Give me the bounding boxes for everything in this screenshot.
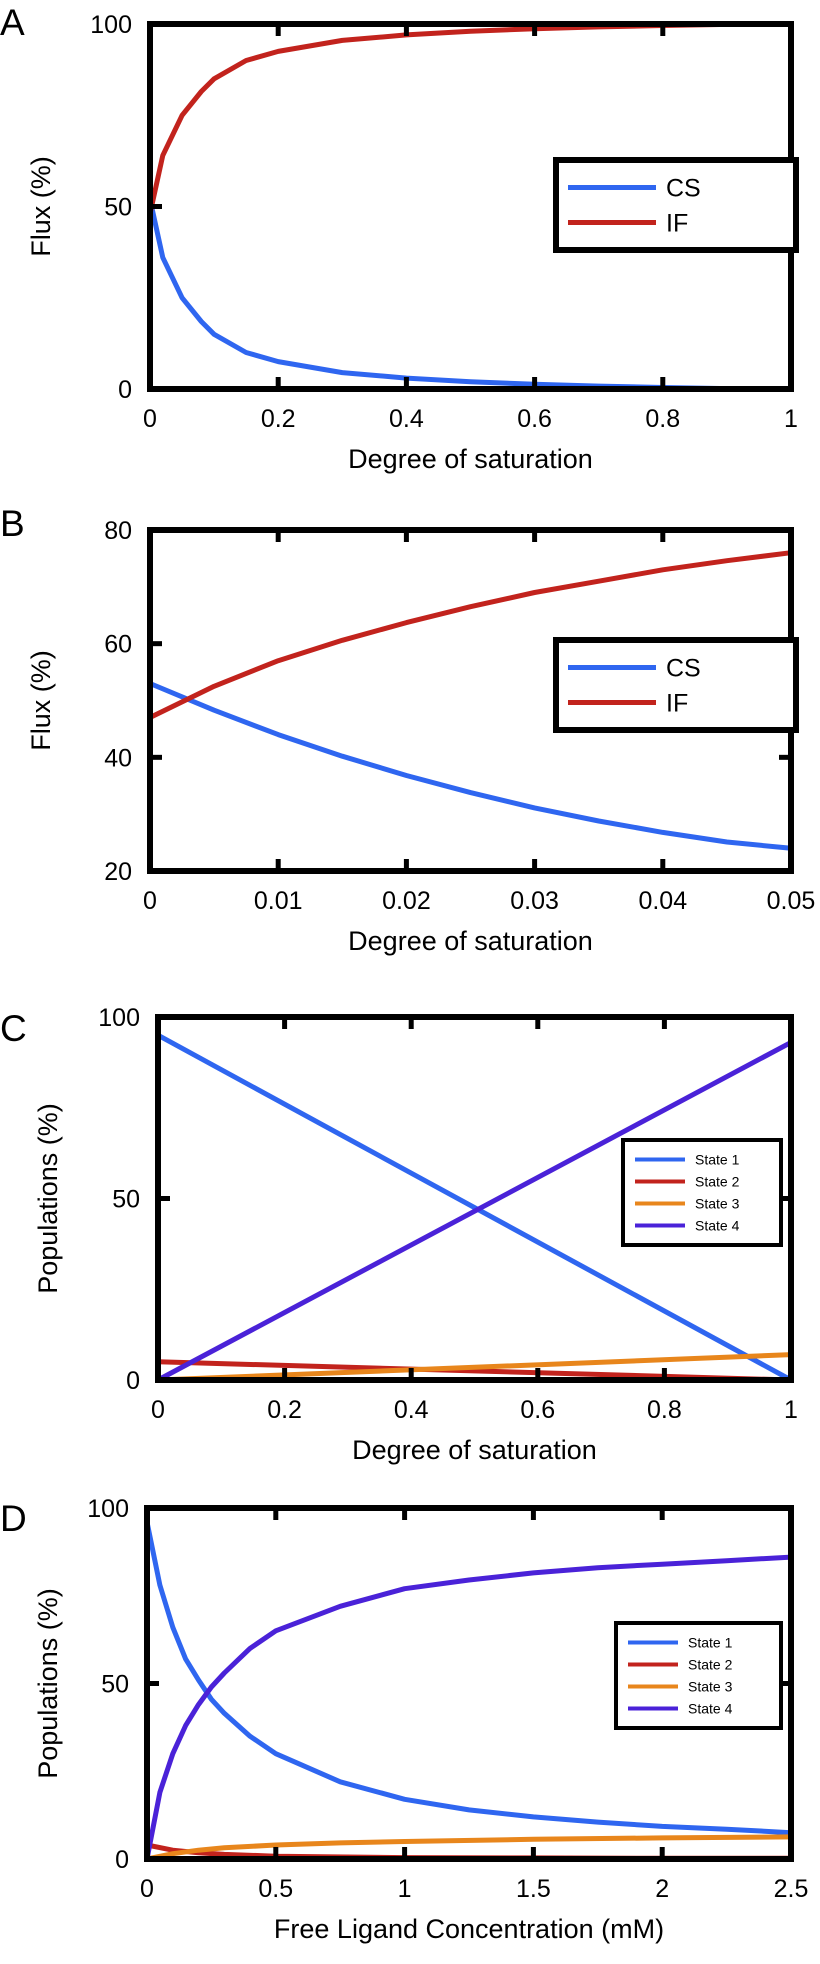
x-tick-label: 1.5 [516,1875,551,1903]
panel-letter-b: B [0,503,25,544]
x-tick-label: 0.04 [638,887,687,915]
y-tick-label: 40 [104,744,132,772]
x-axis-label: Degree of saturation [348,926,593,956]
legend-label-3: State 3 [695,1196,740,1212]
y-tick-label: 0 [126,1367,140,1395]
legend-box [553,157,799,253]
legend-label-4: State 4 [695,1218,740,1234]
series-line-2 [157,1359,792,1383]
x-tick-label: 0.8 [647,1396,682,1424]
y-tick-label: 50 [101,1671,129,1699]
y-axis-label: Flux (%) [26,650,56,751]
x-tick-label: 1 [784,405,798,433]
y-tick-label: 60 [104,631,132,659]
plot-area [147,21,727,392]
x-tick-label: 1 [398,1875,412,1903]
x-tick-label: 0.4 [394,1396,429,1424]
x-axis-label: Free Ligand Concentration (mM) [274,1914,664,1944]
x-tick-label: 0.2 [267,1396,302,1424]
chart-panel-b: B 0 0.01 0.02 0.03 0.04 0.05 20 40 60 80 Degree of… [0,503,816,956]
series-line-4 [144,1554,792,1860]
series-line-1 [156,1033,793,1383]
x-tick-label: 0 [143,887,157,915]
legend: CS IF [553,157,799,253]
legend: State 1 State 2 State 3 State 4 [621,1138,783,1247]
x-tick-label: 0.6 [520,1396,555,1424]
x-tick-label: 0.5 [258,1875,293,1903]
x-tick-label: 2 [655,1875,669,1903]
legend-label-1: State 1 [688,1635,733,1651]
x-axis-label: Degree of saturation [348,444,593,474]
x-tick-label: 0.4 [389,405,424,433]
legend: CS IF [553,637,799,733]
y-tick-label: 50 [104,194,132,222]
series-line-3 [157,1352,792,1383]
panel-letter-c: C [0,1008,27,1049]
y-axis-label: Populations (%) [33,1588,63,1779]
legend-label-1: CS [666,655,701,683]
x-tick-label: 0.01 [254,887,303,915]
x-tick-label: 0.8 [645,405,680,433]
y-tick-label: 80 [104,517,132,545]
y-tick-label: 100 [90,11,132,39]
x-tick-label: 0.03 [510,887,559,915]
legend-label-1: State 1 [695,1152,740,1168]
y-axis-label: Flux (%) [26,156,56,257]
legend: State 1 State 2 State 3 State 4 [614,1621,783,1730]
x-tick-label: 2.5 [774,1875,809,1903]
plot-area [148,550,792,851]
x-tick-label: 1 [784,1396,798,1424]
legend-label-2: State 2 [688,1657,733,1673]
legend-label-2: IF [666,210,688,238]
panel-letter-a: A [0,2,25,43]
legend-label-2: State 2 [695,1174,740,1190]
chart-b-svg: 0 0.01 0.02 0.03 0.04 0.05 20 40 60 80 Degree of s… [26,517,816,956]
y-tick-label: 50 [112,1186,140,1214]
series-line-2 [148,550,792,720]
y-tick-label: 100 [98,1004,140,1032]
chart-a-svg: 0 0.2 0.4 0.6 0.8 1 0 50 100 Degree of saturation… [26,11,799,474]
y-tick-label: 20 [104,858,132,886]
x-tick-label: 0.02 [382,887,431,915]
legend-label-4: State 4 [688,1701,733,1717]
series-line-2 [147,21,727,215]
chart-c-svg: 0 0.2 0.4 0.6 0.8 1 0 50 100 Degree of saturation… [33,1004,798,1465]
series-line-4 [156,1040,793,1383]
legend-label-3: State 3 [688,1679,733,1695]
series-line-1 [149,681,792,851]
legend-label-2: IF [666,690,688,718]
x-tick-label: 0.2 [261,405,296,433]
series-line-3 [146,1834,792,1862]
y-axis-label: Populations (%) [33,1103,63,1294]
chart-panel-c: C 0 0.2 0.4 0.6 0.8 1 0 50 100 Degree of saturati… [0,1004,798,1465]
y-tick-label: 0 [118,376,132,404]
chart-panel-a: A 0 0.2 0.4 0.6 0.8 1 0 50 100 Degree of saturati… [0,0,820,474]
x-tick-label: 0 [151,1396,165,1424]
x-tick-label: 0.6 [517,405,552,433]
series-line-1 [147,198,727,392]
x-axis-label: Degree of saturation [352,1435,597,1465]
plot-area [156,1033,793,1383]
y-tick-label: 100 [87,1495,129,1523]
legend-box [553,637,799,733]
panel-letter-d: D [0,1498,27,1539]
x-tick-label: 0 [143,405,157,433]
x-tick-label: 0.05 [767,887,816,915]
x-tick-label: 0 [140,1875,154,1903]
series-line-1 [144,1521,792,1836]
y-tick-label: 0 [115,1846,129,1874]
legend-label-1: CS [666,175,701,203]
